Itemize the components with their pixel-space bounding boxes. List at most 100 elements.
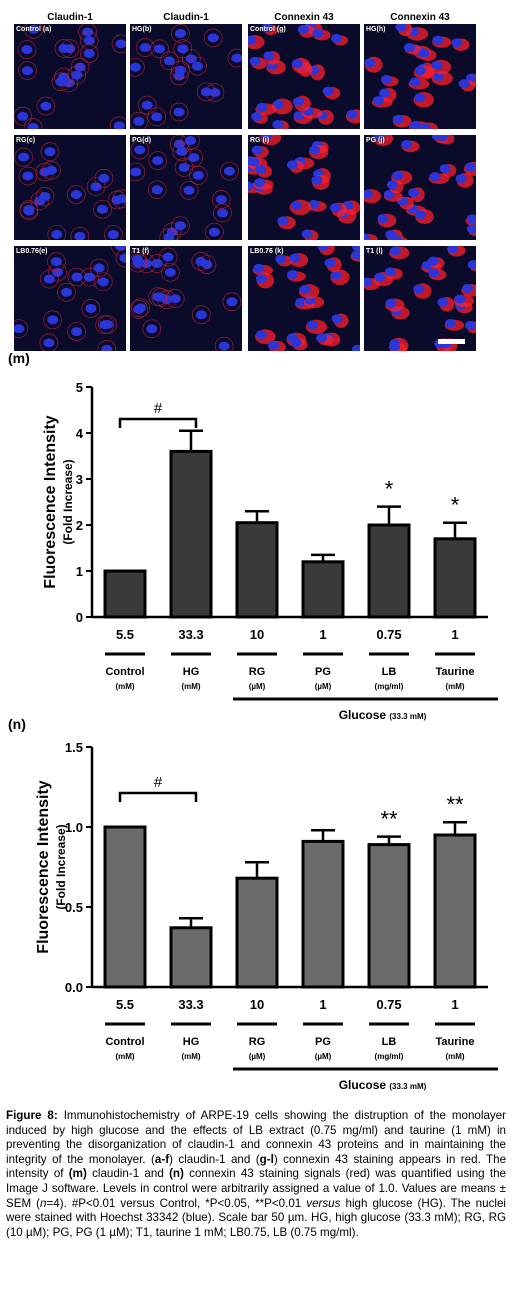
- y-tick-label: 0: [76, 610, 83, 625]
- caption-n-eq: n: [40, 1196, 47, 1210]
- bracket-label: #: [154, 774, 163, 791]
- y-tick-label: 4: [76, 426, 84, 441]
- significance-mark: *: [451, 493, 460, 518]
- column-header-3: Connexin 43: [274, 12, 334, 23]
- micrograph-2-1: T1 (f): [130, 246, 242, 351]
- micrograph-0-1: HG(b): [130, 24, 242, 129]
- micrograph-2-2: LB0.76 (k): [248, 246, 360, 351]
- bar-control: [103, 569, 147, 619]
- micrograph-image: [248, 135, 360, 240]
- micrograph-image: [248, 24, 360, 129]
- glucose-unit: (33.3 mM): [389, 712, 426, 721]
- x-tick-label: LB: [382, 666, 397, 678]
- micrograph-image: [364, 135, 476, 240]
- dose-label: 33.3: [178, 627, 203, 642]
- micrograph-label: HG(b): [132, 26, 152, 33]
- caption-text-3: ) connexin 43 staining appears in red. T…: [6, 1152, 507, 1181]
- micrograph-image: [130, 135, 242, 240]
- dose-label: 10: [250, 997, 264, 1012]
- bar-pg: [301, 839, 345, 989]
- unit-label: (mM): [181, 1052, 200, 1061]
- micrograph-label: T1 (l): [366, 248, 383, 255]
- x-tick-label: Taurine: [436, 1036, 475, 1048]
- x-tick-label: RG: [249, 1036, 266, 1048]
- micrograph-image: [130, 246, 242, 351]
- micrograph-1-1: PG(d): [130, 135, 242, 240]
- micrograph-image: [130, 24, 242, 129]
- unit-label: (mM): [181, 682, 200, 691]
- significance-mark: *: [385, 477, 394, 502]
- micrograph-0-2: Control (g): [248, 24, 360, 129]
- micrograph-image: [248, 246, 360, 351]
- unit-label: (mg/ml): [375, 1052, 404, 1061]
- x-tick-label: LB: [382, 1036, 397, 1048]
- unit-label: (mM): [115, 682, 134, 691]
- y-axis-label: Fluorescence Intensity: [35, 780, 52, 953]
- micrograph-label: Control (g): [250, 26, 286, 33]
- significance-bracket: [118, 791, 198, 802]
- unit-label: (µM): [249, 1052, 266, 1061]
- y-tick-label: 1.5: [65, 740, 83, 755]
- dose-label: 33.3: [178, 997, 203, 1012]
- x-tick-label: HG: [183, 1036, 200, 1048]
- x-tick-label: Control: [105, 666, 144, 678]
- y-tick-label: 0.5: [65, 900, 83, 915]
- bar-chart-n: Fluorescence Intensity (Fold Increase) 0.0…: [35, 740, 498, 1092]
- column-header-4: Connexin 43: [390, 12, 450, 23]
- micrograph-0-0: Control (a): [14, 24, 126, 129]
- bar-chart-m: Fluorescence Intensity (Fold Increase) 0 1 2…: [42, 380, 498, 722]
- caption-text-2: ) claudin-1 and (: [169, 1152, 260, 1166]
- x-tick-label: HG: [183, 666, 200, 678]
- caption-a-f: a-f: [154, 1152, 170, 1166]
- micrograph-label: RG (i): [250, 137, 270, 144]
- bar-lb: [367, 523, 411, 619]
- micrograph-image: [364, 246, 476, 351]
- caption-text-5: connexin 43 staining signals (red) was q…: [6, 1167, 506, 1210]
- caption-text-4: claudin-1 and: [86, 1167, 170, 1181]
- micrograph-1-3: PG (j): [364, 135, 476, 240]
- y-axis-label: Fluorescence Intensity: [42, 415, 59, 588]
- unit-label: (mM): [115, 1052, 134, 1061]
- micrograph-label: HG(h): [366, 26, 386, 33]
- significance-mark: **: [446, 792, 464, 817]
- bracket-label: #: [154, 400, 163, 417]
- y-tick-label: 3: [76, 472, 83, 487]
- column-header-2: Claudin-1: [163, 12, 209, 23]
- bar-lb: [367, 843, 411, 989]
- bar-taurine: [433, 833, 477, 989]
- micrograph-label: PG(d): [132, 137, 152, 144]
- caption-text-8: high glucose (HG). The nuclei were stain…: [6, 1196, 506, 1239]
- unit-label: (µM): [249, 682, 266, 691]
- caption-versus: versus: [306, 1196, 341, 1210]
- unit-label: (µM): [315, 682, 332, 691]
- bar-pg: [301, 560, 345, 619]
- significance-mark: **: [380, 807, 398, 832]
- x-tick-label: Control: [105, 1036, 144, 1048]
- y-tick-label: 0.0: [65, 980, 83, 995]
- micrograph-1-0: RG(c): [14, 135, 126, 240]
- dose-label: 1: [451, 627, 458, 642]
- micrograph-image: [14, 24, 126, 129]
- micrograph-image: [364, 24, 476, 129]
- unit-label: (mg/ml): [375, 682, 404, 691]
- y-axis-sublabel: (Fold Increase): [61, 459, 75, 544]
- glucose-group-label: Glucose (33.3 mM): [339, 1078, 427, 1092]
- bar-rg: [235, 521, 279, 619]
- micrograph-label: LB0.76(e): [16, 248, 48, 255]
- x-tick-label: RG: [249, 666, 266, 678]
- micrograph-label: LB0.76 (k): [250, 248, 284, 255]
- glucose-label: Glucose: [339, 1078, 390, 1092]
- significance-bracket: [118, 417, 198, 428]
- micrograph-0-3: HG(h): [364, 24, 476, 129]
- dose-label: 1: [451, 997, 458, 1012]
- caption-m: (m): [68, 1167, 87, 1181]
- micrograph-grid: Control (a) HG(b) Control (g) HG(h) RG(c) PG(…: [14, 24, 476, 351]
- x-tick-label: Taurine: [436, 666, 475, 678]
- bar-hg: [169, 926, 213, 989]
- micrograph-label: Control (a): [16, 26, 52, 33]
- micrograph-label: PG (j): [366, 137, 385, 144]
- caption-text-7: #P<0.01 versus Control, *P<0.05, **P<0.0…: [71, 1196, 307, 1210]
- micrograph-2-3: T1 (l): [364, 246, 476, 351]
- caption-text-6: =4).: [46, 1196, 72, 1210]
- unit-label: (µM): [315, 1052, 332, 1061]
